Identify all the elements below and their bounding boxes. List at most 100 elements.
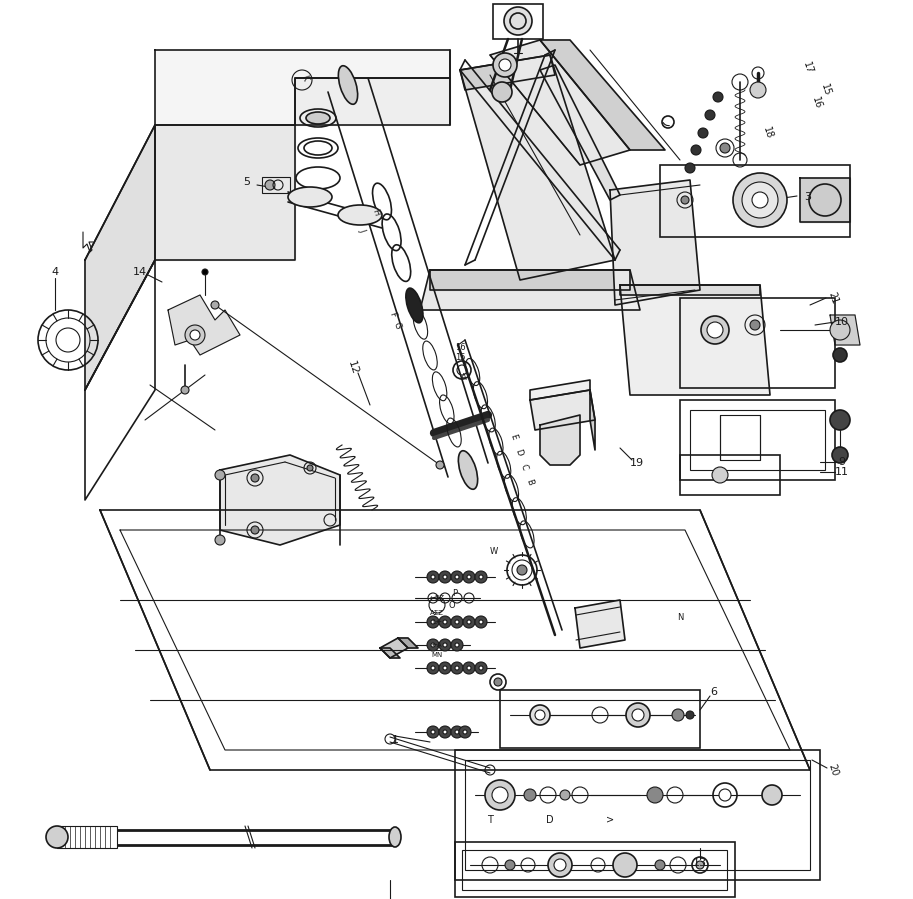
Circle shape <box>655 860 665 870</box>
Polygon shape <box>420 270 640 310</box>
Text: 14: 14 <box>133 267 147 277</box>
Circle shape <box>436 461 444 469</box>
Circle shape <box>427 616 439 628</box>
Circle shape <box>705 110 715 120</box>
Polygon shape <box>155 50 450 125</box>
Ellipse shape <box>339 66 358 104</box>
Circle shape <box>479 666 483 670</box>
Polygon shape <box>620 285 770 395</box>
Text: ←ΣZ: ←ΣZ <box>429 595 445 601</box>
Circle shape <box>492 787 508 803</box>
Text: MN: MN <box>431 652 443 658</box>
Circle shape <box>215 470 225 480</box>
Text: 9: 9 <box>838 457 845 467</box>
Bar <box>462 850 727 890</box>
Circle shape <box>439 571 451 583</box>
Circle shape <box>427 726 439 738</box>
Text: 12: 12 <box>346 360 360 377</box>
Circle shape <box>672 709 684 721</box>
Circle shape <box>443 643 447 647</box>
Bar <box>465 760 810 870</box>
Circle shape <box>713 92 723 102</box>
Text: 18: 18 <box>761 126 774 140</box>
Circle shape <box>479 620 483 624</box>
Circle shape <box>701 316 729 344</box>
Circle shape <box>494 678 502 686</box>
Polygon shape <box>380 648 400 658</box>
Circle shape <box>431 730 435 734</box>
Text: D: D <box>514 448 524 457</box>
Text: H: H <box>370 208 381 217</box>
Circle shape <box>517 565 527 575</box>
Circle shape <box>613 853 637 877</box>
Circle shape <box>211 301 219 309</box>
Text: 16: 16 <box>811 95 824 111</box>
Text: F: F <box>387 311 397 319</box>
Circle shape <box>451 726 463 738</box>
Text: 1: 1 <box>392 735 398 745</box>
Circle shape <box>307 465 313 471</box>
Polygon shape <box>220 455 340 545</box>
Polygon shape <box>540 40 665 150</box>
Text: C: C <box>519 463 530 471</box>
Circle shape <box>733 173 787 227</box>
Ellipse shape <box>288 187 332 207</box>
Text: AΣZ: AΣZ <box>430 610 444 616</box>
Circle shape <box>455 643 459 647</box>
Circle shape <box>830 320 850 340</box>
Text: T: T <box>487 815 493 825</box>
Polygon shape <box>380 638 408 658</box>
Polygon shape <box>610 180 700 305</box>
Text: 16: 16 <box>455 343 466 352</box>
Text: 11: 11 <box>835 467 849 477</box>
Circle shape <box>493 53 517 77</box>
Circle shape <box>712 467 728 483</box>
Circle shape <box>475 662 487 674</box>
Bar <box>493 4 543 39</box>
Circle shape <box>439 662 451 674</box>
Circle shape <box>463 730 467 734</box>
Circle shape <box>427 571 439 583</box>
Circle shape <box>475 571 487 583</box>
Bar <box>680 400 835 480</box>
Text: 13: 13 <box>693 858 707 868</box>
Circle shape <box>455 575 459 579</box>
Text: P: P <box>453 589 457 598</box>
Circle shape <box>560 790 570 800</box>
Circle shape <box>451 662 463 674</box>
Circle shape <box>431 575 435 579</box>
Polygon shape <box>490 40 630 165</box>
Circle shape <box>251 526 259 534</box>
Circle shape <box>431 643 435 647</box>
Circle shape <box>505 860 515 870</box>
Circle shape <box>750 320 760 330</box>
Circle shape <box>548 853 572 877</box>
Circle shape <box>431 620 435 624</box>
Ellipse shape <box>389 827 401 847</box>
Circle shape <box>475 616 487 628</box>
Circle shape <box>443 666 447 670</box>
Circle shape <box>809 184 841 216</box>
Text: 15: 15 <box>455 353 466 362</box>
Bar <box>680 298 835 388</box>
Circle shape <box>185 325 205 345</box>
Circle shape <box>499 59 511 71</box>
Circle shape <box>762 785 782 805</box>
Circle shape <box>467 620 471 624</box>
Text: 20: 20 <box>826 762 840 778</box>
Text: 19: 19 <box>630 458 644 468</box>
Circle shape <box>439 639 451 651</box>
Circle shape <box>455 620 459 624</box>
Circle shape <box>202 269 208 275</box>
Bar <box>57 826 117 848</box>
Text: 3: 3 <box>804 192 812 202</box>
Circle shape <box>485 780 515 810</box>
Text: J: J <box>357 227 367 233</box>
Circle shape <box>832 447 848 463</box>
Bar <box>455 750 820 880</box>
Polygon shape <box>168 295 240 355</box>
Circle shape <box>439 616 451 628</box>
Circle shape <box>719 789 731 801</box>
Circle shape <box>554 859 566 871</box>
Text: 10: 10 <box>835 317 849 327</box>
